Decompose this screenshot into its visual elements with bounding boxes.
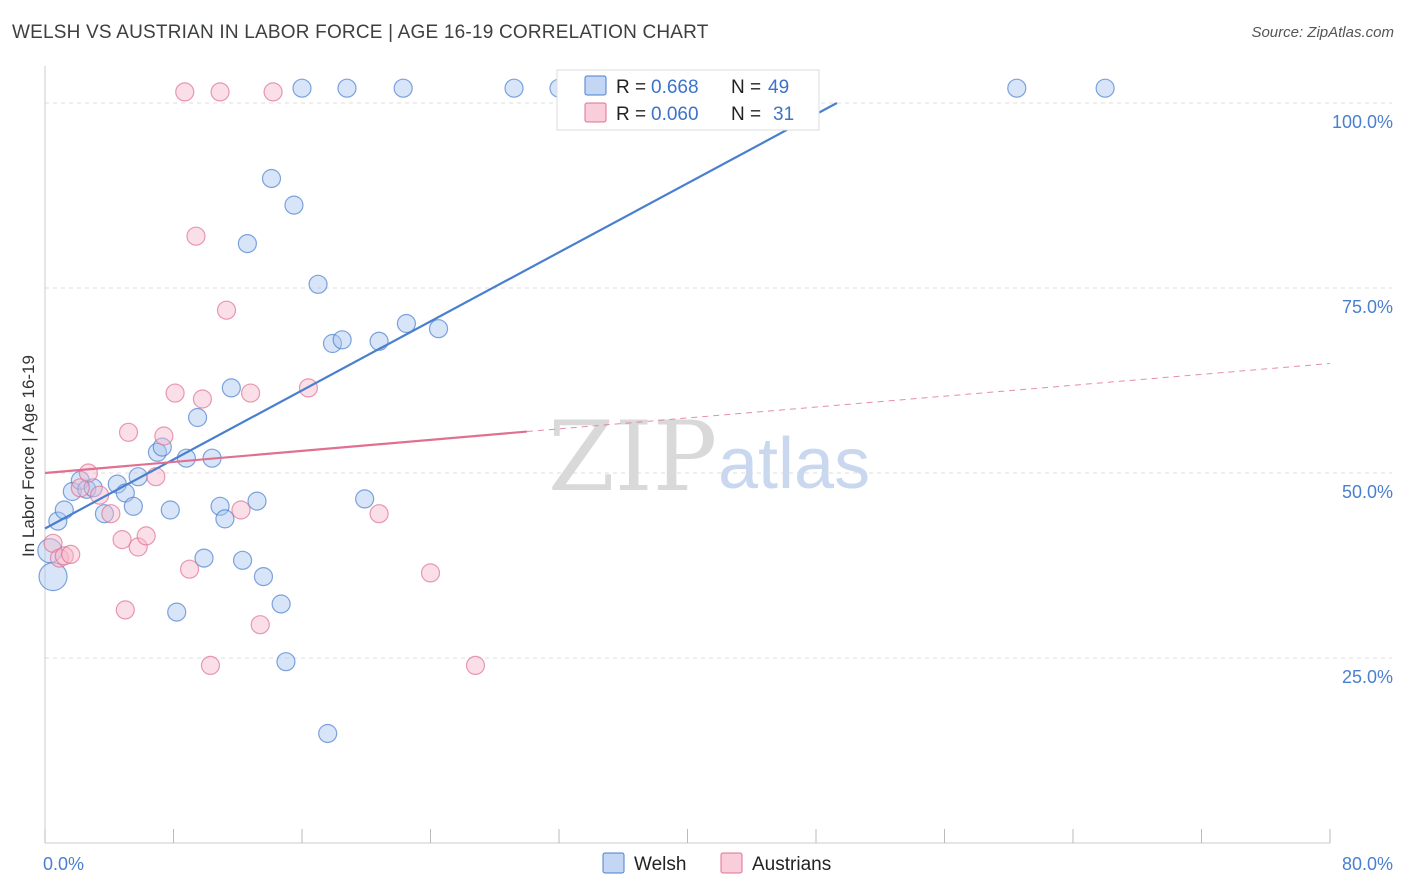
welsh-point-42 — [428, 319, 449, 339]
data-points — [37, 78, 1115, 744]
austrians-point-17 — [179, 559, 200, 579]
legend-r-value-welsh: 0.668 — [651, 77, 699, 98]
welsh-point-39 — [369, 331, 389, 351]
austrians-point-21 — [210, 82, 230, 102]
legend-swatch-austrians — [584, 102, 607, 123]
chart-title: WELSH VS AUSTRIAN IN LABOR FORCE | AGE 1… — [12, 22, 709, 43]
austrians-point-3 — [61, 544, 81, 565]
welsh-point-37 — [337, 78, 357, 98]
austrians-point-7 — [101, 504, 121, 524]
welsh-point-40 — [393, 78, 413, 98]
x-tick-max: 80.0% — [1342, 854, 1393, 874]
welsh-point-11 — [123, 496, 143, 516]
welsh-point-23 — [221, 378, 241, 398]
austrians-point-18 — [186, 226, 206, 246]
series-legend-swatch-austrians — [720, 852, 743, 874]
austrians-point-10 — [118, 422, 139, 442]
welsh-point-21 — [210, 496, 230, 516]
austrians-point-12 — [136, 526, 156, 546]
y-tick-labels: 25.0% 50.0% 75.0% 100.0% — [1332, 112, 1393, 687]
welsh-point-3 — [54, 500, 74, 520]
y-tick-label-100: 100.0% — [1332, 112, 1393, 132]
austrians-point-23 — [231, 500, 251, 520]
axes — [44, 66, 1331, 844]
welsh-point-46 — [1007, 78, 1027, 98]
austrians-point-14 — [154, 426, 174, 446]
series-legend-label-welsh: Welsh — [634, 854, 686, 875]
austrians-trend-extension — [526, 362, 1331, 433]
austrians-point-2 — [54, 546, 74, 566]
series-legend: Welsh Austrians — [602, 852, 831, 875]
welsh-point-30 — [276, 652, 296, 672]
welsh-point-31 — [284, 195, 304, 215]
welsh-point-33 — [308, 274, 328, 294]
legend-n-value-welsh: 49 — [768, 77, 789, 98]
austrians-point-24 — [241, 383, 261, 403]
y-tick-label-50: 50.0% — [1342, 482, 1393, 502]
welsh-point-19 — [194, 548, 214, 568]
legend-n-label-austrians: N = — [731, 104, 761, 125]
legend-r-label-welsh: R = — [616, 77, 646, 98]
y-axis-label: In Labor Force | Age 16-19 — [19, 355, 38, 557]
welsh-point-15 — [160, 500, 180, 520]
austrians-point-26 — [263, 82, 283, 102]
welsh-point-18 — [187, 407, 208, 428]
welsh-point-8 — [94, 504, 115, 524]
y-tick-label-75: 75.0% — [1342, 297, 1393, 317]
series-legend-label-austrians: Austrians — [752, 854, 831, 875]
welsh-point-27 — [253, 566, 274, 587]
watermark-atlas: atlas — [718, 424, 870, 504]
legend-n-value-austrians: 31 — [773, 104, 794, 125]
welsh-point-35 — [322, 333, 343, 354]
legend-r-label-austrians: R = — [616, 104, 646, 125]
austrians-point-20 — [200, 655, 221, 676]
austrians-point-8 — [112, 529, 132, 550]
welsh-point-16 — [167, 602, 187, 622]
welsh-point-36 — [332, 330, 352, 350]
x-tick-min: 0.0% — [43, 854, 84, 874]
watermark-zip: ZIP — [548, 401, 717, 513]
welsh-point-24 — [232, 550, 253, 570]
y-tick-label-25: 25.0% — [1342, 667, 1393, 687]
legend-r-value-austrians: 0.060 — [651, 104, 699, 125]
austrians-point-4 — [70, 478, 90, 498]
legend-swatch-welsh — [584, 75, 607, 96]
welsh-point-34 — [318, 723, 338, 744]
welsh-point-43 — [504, 78, 524, 98]
austrians-point-5 — [78, 463, 98, 483]
welsh-point-38 — [355, 489, 375, 509]
austrians-point-11 — [128, 537, 148, 557]
austrians-point-13 — [146, 467, 166, 487]
austrians-point-25 — [250, 615, 270, 635]
legend-n-label-welsh: N = — [731, 77, 761, 98]
source-label: Source: ZipAtlas.com — [1251, 24, 1394, 41]
austrians-point-19 — [192, 389, 213, 409]
welsh-point-29 — [271, 594, 291, 614]
welsh-point-47 — [1095, 78, 1115, 98]
austrians-point-29 — [420, 563, 441, 583]
austrians-point-30 — [465, 655, 486, 676]
austrians-point-15 — [165, 383, 185, 403]
austrians-trend-line — [44, 430, 527, 475]
welsh-point-25 — [237, 234, 257, 254]
welsh-trend-line — [44, 102, 838, 530]
series-legend-swatch-welsh — [602, 852, 625, 874]
austrians-point-9 — [115, 600, 135, 620]
austrians-point-16 — [175, 82, 195, 102]
welsh-point-41 — [396, 313, 417, 334]
welsh-point-22 — [215, 509, 235, 529]
welsh-point-1 — [38, 561, 68, 592]
austrians-point-22 — [216, 300, 237, 320]
trend-lines — [44, 102, 1331, 530]
welsh-point-32 — [292, 78, 312, 98]
welsh-point-28 — [261, 168, 282, 189]
austrians-point-28 — [369, 504, 389, 524]
gridlines — [45, 102, 1392, 659]
welsh-point-26 — [247, 491, 267, 511]
stats-legend: R = 0.668 N = 49 R = 0.060 N = 31 — [556, 69, 820, 131]
